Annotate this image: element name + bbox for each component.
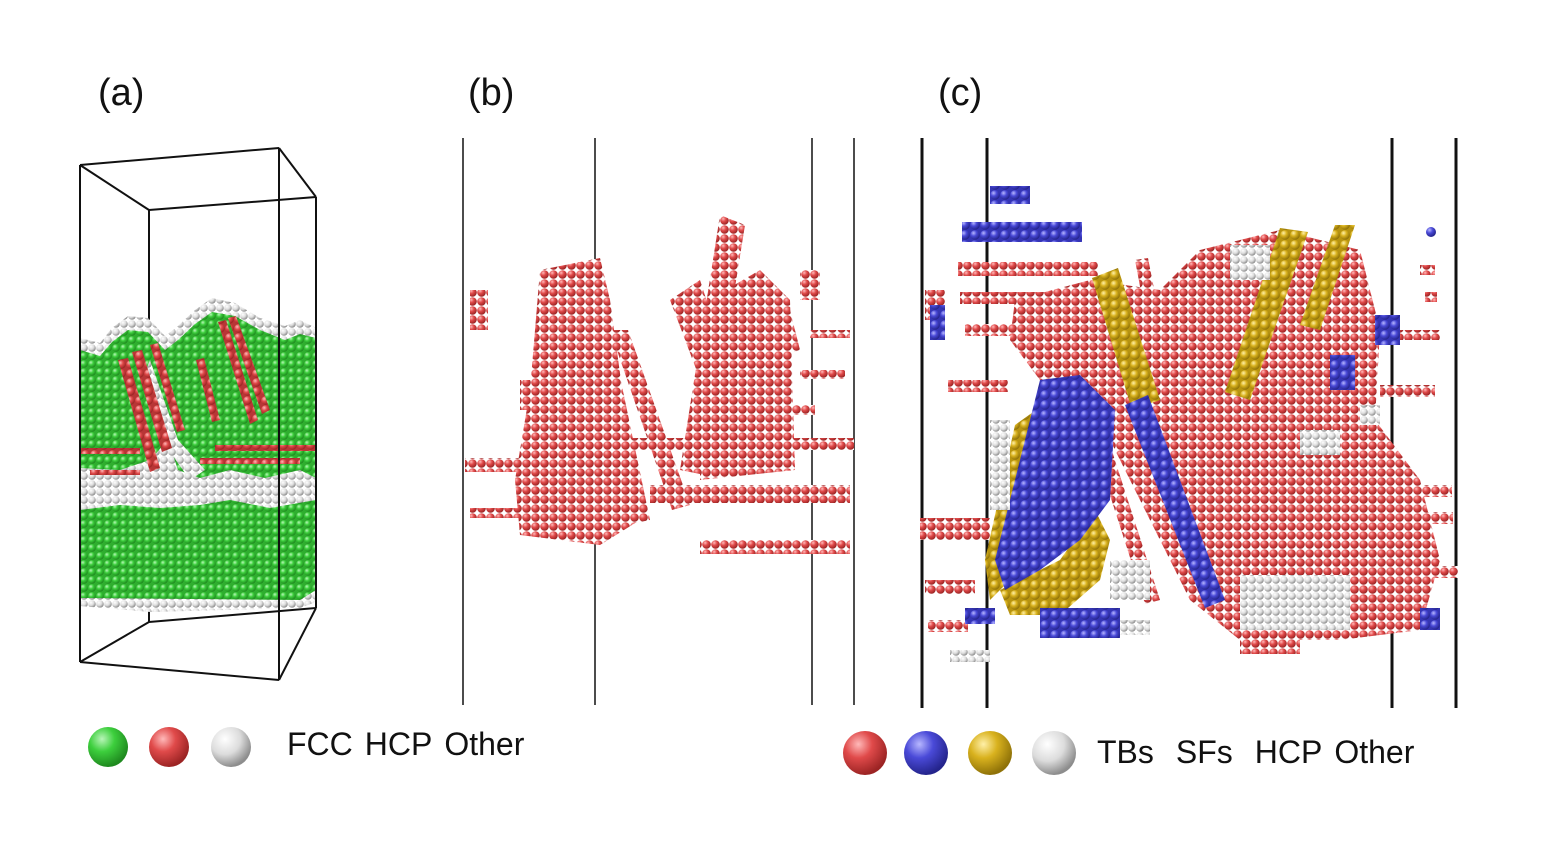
legend-a-other: Other [444, 726, 525, 762]
simulation-box-front [79, 147, 317, 681]
hcp-stripes [80, 316, 316, 475]
panel-a-label: (a) [98, 72, 145, 114]
panel-a-simulation [79, 147, 317, 681]
legend-a-swatches [88, 727, 251, 767]
other-atoms-band [80, 440, 316, 510]
panel-c-defect-structure [920, 138, 1458, 708]
twin-boundary-planes [465, 215, 854, 554]
panel-b-hcp-atoms [462, 138, 855, 705]
hcp-swatch-a [149, 727, 189, 767]
other-swatch-c [1032, 731, 1076, 775]
other-atoms-bottom [80, 590, 316, 612]
other-swatch-a [211, 727, 251, 767]
hcp-swatch-c [968, 731, 1012, 775]
legend-a-labels: FCC HCP Other [287, 726, 536, 763]
panel-c-box-lines [920, 138, 1458, 708]
fcc-swatch [88, 727, 128, 767]
legend-c-sfs: SFs [1175, 734, 1233, 770]
other-atoms-grain-boundary [142, 360, 205, 480]
legend-c-tbs: TBs [1097, 734, 1154, 770]
legend-c-other: Other [1334, 734, 1415, 770]
other-atoms [950, 245, 1380, 662]
legend-a-hcp: HCP [364, 726, 433, 762]
other-atoms-crest [80, 298, 316, 356]
legend-a-fcc: FCC [287, 726, 353, 762]
legend-c-swatches [843, 731, 1076, 775]
sf-swatch [904, 731, 948, 775]
sf-layers [930, 186, 1440, 638]
tb-swatch [843, 731, 887, 775]
legend-c-labels: TBs SFs HCP Other [1097, 734, 1426, 771]
panel-c-label: (c) [938, 72, 983, 114]
panel-b-label: (b) [468, 72, 515, 114]
legend-c-hcp: HCP [1254, 734, 1323, 770]
